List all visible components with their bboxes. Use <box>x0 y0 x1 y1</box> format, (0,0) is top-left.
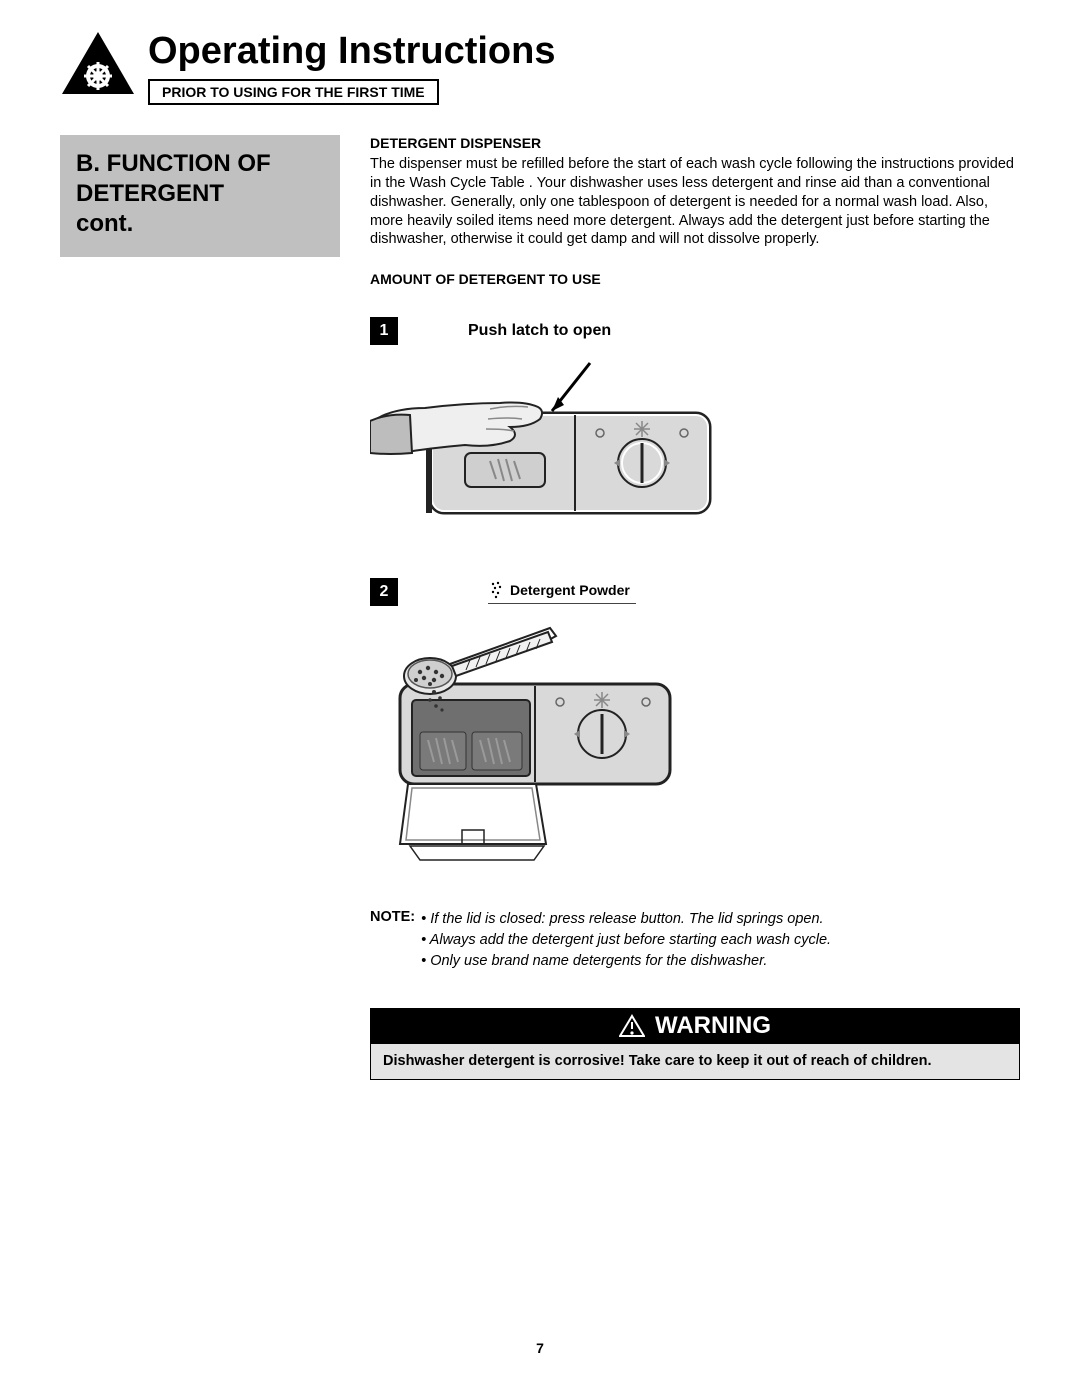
step-2-header: 2 Detergent Powder <box>370 578 1020 606</box>
gear-triangle-icon <box>60 30 136 96</box>
note-line: • Only use brand name detergents for the… <box>421 951 831 972</box>
dispenser-body: The dispenser must be refilled before th… <box>370 155 1020 249</box>
main-content: DETERGENT DISPENSER The dispenser must b… <box>370 135 1020 1080</box>
sidebar-line: DETERGENT <box>76 179 324 209</box>
note-label: NOTE: <box>370 909 415 972</box>
page-title: Operating Instructions <box>148 30 1020 73</box>
header: Operating Instructions PRIOR TO USING FO… <box>60 30 1020 105</box>
amount-heading: AMOUNT OF DETERGENT TO USE <box>370 271 1020 287</box>
step-number-1: 1 <box>370 317 398 345</box>
step-1-label: Push latch to open <box>468 322 611 340</box>
prior-use-subheader: PRIOR TO USING FOR THE FIRST TIME <box>148 79 439 105</box>
diagram-detergent-powder <box>370 614 1020 889</box>
warning-header: WARNING <box>370 1008 1020 1044</box>
section-heading-box: B. FUNCTION OF DETERGENT cont. <box>60 135 340 257</box>
note-line: • Always add the detergent just before s… <box>421 930 831 951</box>
sidebar-line: B. FUNCTION OF <box>76 149 324 179</box>
warning-triangle-icon <box>619 1014 645 1038</box>
powder-icon <box>490 581 504 599</box>
step-2-label: Detergent Powder <box>510 582 630 598</box>
sidebar-line: cont. <box>76 209 324 239</box>
diagram-push-latch <box>370 353 1020 548</box>
warning-title: WARNING <box>655 1012 771 1040</box>
note-line: • If the lid is closed: press release bu… <box>421 909 831 930</box>
step-1-header: 1 Push latch to open <box>370 317 1020 345</box>
page-number: 7 <box>60 1340 1020 1356</box>
dispenser-heading: DETERGENT DISPENSER <box>370 135 1020 151</box>
step-number-2: 2 <box>370 578 398 606</box>
note-block: NOTE: • If the lid is closed: press rele… <box>370 909 1020 972</box>
step-2-label-wrap: Detergent Powder <box>488 581 636 604</box>
warning-body: Dishwasher detergent is corrosive! Take … <box>370 1044 1020 1080</box>
sidebar: B. FUNCTION OF DETERGENT cont. <box>60 135 340 1080</box>
